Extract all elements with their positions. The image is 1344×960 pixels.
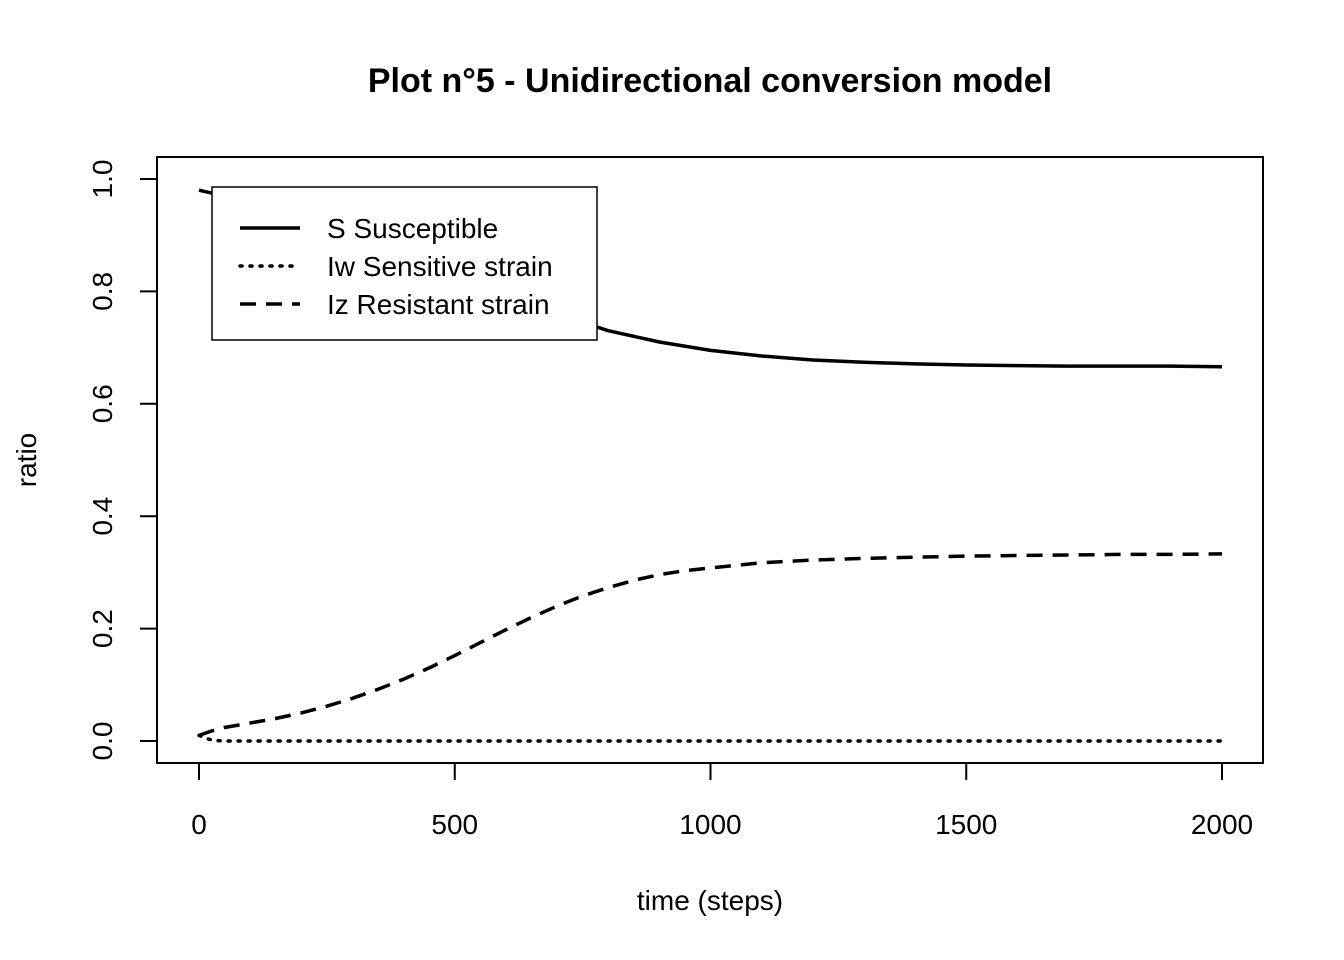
y-tick-label: 1.0 <box>87 160 118 199</box>
series-line-3 <box>198 552 1223 738</box>
x-tick-label: 2000 <box>1191 809 1253 840</box>
x-axis-label: time (steps) <box>637 885 783 916</box>
y-tick-label: 0.0 <box>87 722 118 761</box>
series-line-2 <box>197 733 1224 743</box>
x-tick-label: 1000 <box>679 809 741 840</box>
legend-label: Iw Sensitive strain <box>327 251 553 282</box>
legend: S Susceptible Iw Sensitive strain Iz Resis… <box>211 186 598 341</box>
legend-label: S Susceptible <box>327 213 498 244</box>
y-axis-label: ratio <box>11 433 42 487</box>
y-tick-label: 0.4 <box>87 497 118 536</box>
chart-title: Plot n°5 - Unidirectional conversion mod… <box>368 62 1052 100</box>
y-tick-label: 0.2 <box>87 609 118 648</box>
y-tick-label: 0.6 <box>87 384 118 423</box>
x-tick-label: 1500 <box>935 809 997 840</box>
y-tick-label: 0.8 <box>87 272 118 311</box>
legend-box <box>211 186 598 341</box>
x-axis: 0 500 1000 1500 2000 <box>191 762 1253 840</box>
y-axis: 0.0 0.2 0.4 0.6 0.8 1.0 <box>87 160 158 761</box>
x-tick-label: 0 <box>191 809 207 840</box>
x-tick-label: 500 <box>431 809 478 840</box>
legend-label: Iz Resistant strain <box>327 289 550 320</box>
